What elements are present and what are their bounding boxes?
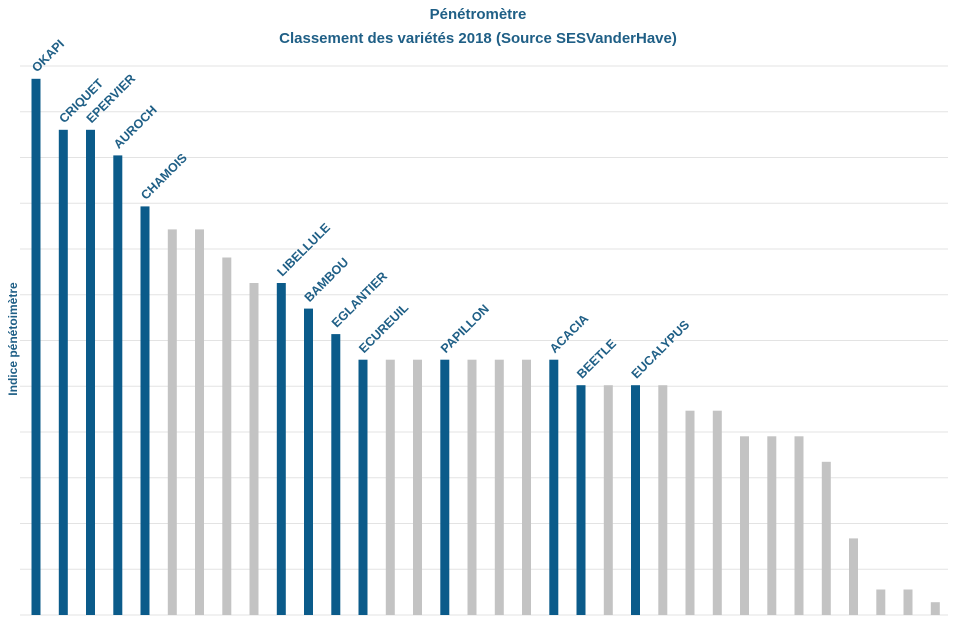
bar <box>140 206 150 615</box>
bar <box>740 436 749 615</box>
gridlines <box>20 65 948 616</box>
bar <box>249 283 259 615</box>
bar <box>712 410 722 615</box>
bar <box>167 229 177 615</box>
chart-title: Pénétromètre <box>429 6 527 23</box>
bar <box>304 308 313 615</box>
bar-label: AUROCH <box>111 103 160 152</box>
bar <box>794 436 804 615</box>
bar-label: CHAMOIS <box>138 151 190 203</box>
bar-label: ECUREUIL <box>356 300 411 355</box>
bar <box>930 602 940 615</box>
bar <box>440 359 450 615</box>
bar <box>58 129 68 616</box>
bar <box>631 385 640 615</box>
bar-label: BEETLE <box>574 337 619 382</box>
bar <box>549 359 559 615</box>
bar <box>658 385 668 615</box>
bar <box>522 359 531 615</box>
bar <box>821 461 831 615</box>
bar <box>358 359 368 615</box>
bar <box>576 385 586 615</box>
bar <box>222 257 232 615</box>
bar <box>603 385 613 615</box>
bar-label: LIBELLULE <box>275 221 334 280</box>
bar <box>467 359 477 615</box>
bar-label: ACACIA <box>547 312 591 356</box>
bar <box>195 229 204 615</box>
bar <box>876 589 886 615</box>
bar <box>385 359 395 615</box>
bars-group <box>31 78 940 616</box>
bar <box>31 78 41 616</box>
bar <box>494 359 504 615</box>
bar <box>331 334 341 615</box>
bar-label: EUCALYPUS <box>629 318 693 382</box>
bar-label: OKAPI <box>29 37 67 75</box>
bar <box>685 410 695 615</box>
bar-label: BAMBOU <box>302 255 352 305</box>
chart-subtitle: Classement des variétés 2018 (Source SES… <box>279 30 677 47</box>
bar <box>413 359 422 615</box>
bar <box>86 129 95 616</box>
bar-labels-group: OKAPICRIQUETEPERVIERAUROCHCHAMOISLIBELLU… <box>29 37 692 381</box>
bar <box>276 283 286 615</box>
bar <box>767 436 777 615</box>
bar-label: PAPILLON <box>438 302 492 356</box>
bar <box>903 589 913 615</box>
bar <box>113 155 123 615</box>
bar <box>849 538 858 615</box>
